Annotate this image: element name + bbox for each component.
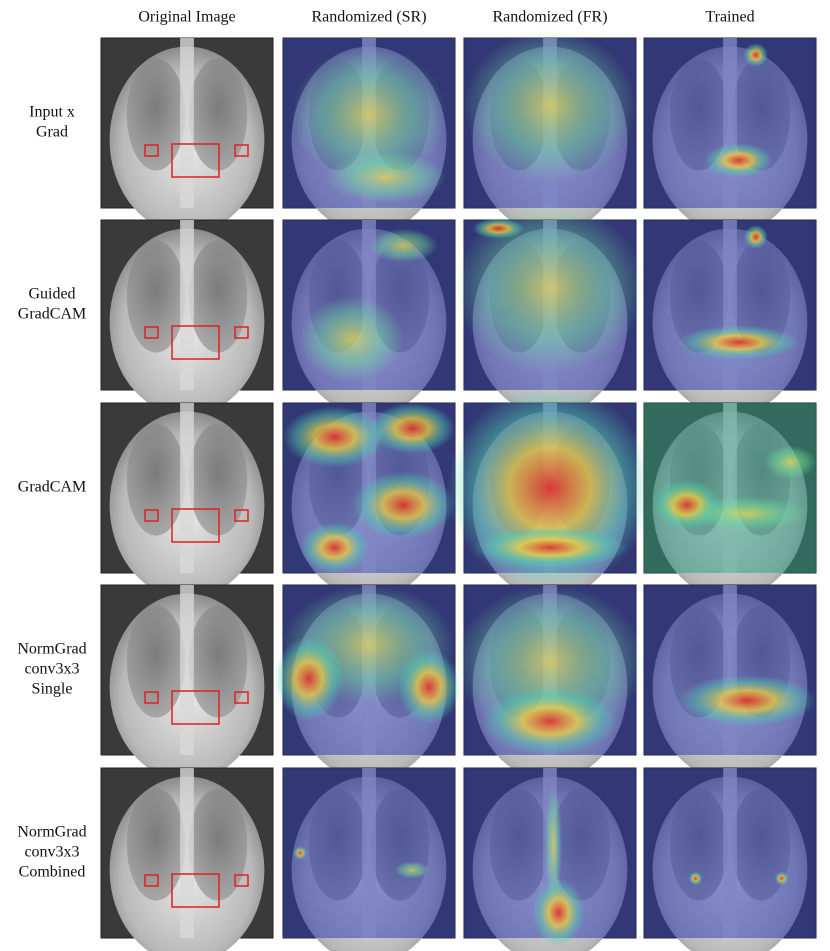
image-panel [643, 767, 817, 951]
image-panel [643, 219, 817, 416]
highlight-box [234, 509, 249, 522]
heatmap-blob [394, 861, 430, 879]
row-label: NormGrad [17, 824, 86, 841]
image-panel [100, 219, 274, 416]
column-header: Randomized (FR) [492, 9, 607, 26]
lung [126, 788, 186, 901]
spine [180, 38, 194, 208]
heatmap-blob [274, 636, 344, 721]
lung [188, 605, 248, 718]
spine [180, 403, 194, 573]
image-panel [643, 402, 817, 599]
heatmap-blob [481, 687, 619, 755]
image-panel [455, 584, 645, 781]
spine [180, 220, 194, 390]
row-label: GradCAM [18, 306, 86, 323]
highlight-box [171, 143, 220, 178]
heatmap-overlay [644, 585, 816, 755]
image-panel [282, 37, 456, 234]
highlight-box [144, 874, 159, 887]
lung [188, 423, 248, 536]
lung [126, 423, 186, 536]
image-panel [643, 584, 817, 781]
highlight-box [234, 144, 249, 157]
lung [126, 605, 186, 718]
heatmap-blob [678, 325, 799, 360]
highlight-box [144, 509, 159, 522]
heatmap-blob [293, 846, 308, 860]
heatmap-overlay [644, 38, 816, 208]
heatmap-blob [300, 296, 404, 382]
heatmap-blob [687, 496, 808, 531]
image-panel [100, 584, 274, 781]
row-label: Combined [19, 864, 86, 881]
image-panel [282, 767, 456, 951]
heatmap-overlay [644, 220, 816, 390]
highlight-box [144, 691, 159, 704]
image-panel [455, 203, 645, 416]
highlight-box [171, 325, 220, 360]
highlight-box [171, 873, 220, 908]
image-panel [463, 29, 637, 234]
heatmap-blob [704, 143, 773, 178]
heatmap-blob [351, 471, 455, 539]
heatmap-blob [326, 151, 447, 203]
heatmap-blob [472, 218, 525, 239]
column-header: Randomized (SR) [311, 9, 426, 26]
heatmap-blob [743, 43, 768, 67]
image-panel [643, 37, 817, 234]
lung [188, 58, 248, 171]
heatmap-blob [398, 649, 461, 725]
heatmap-overlay [644, 768, 816, 938]
row-label: NormGrad [17, 641, 86, 658]
row-label: conv3x3 [24, 844, 79, 861]
lung [126, 58, 186, 171]
row-label: Single [32, 681, 73, 698]
heatmap-blob [688, 871, 703, 886]
heatmap-blob [532, 878, 585, 947]
heatmap-blob [455, 203, 645, 373]
row-label: Input x [29, 104, 75, 121]
spine [180, 585, 194, 755]
column-header: Trained [705, 9, 754, 26]
heatmap-blob [544, 785, 563, 904]
heatmap-blob [369, 228, 438, 263]
image-panel [446, 386, 654, 599]
row-label: GradCAM [18, 479, 86, 496]
heatmap-blob [743, 225, 768, 249]
heatmap-blob [300, 522, 369, 573]
highlight-box [144, 144, 159, 157]
lung [188, 240, 248, 353]
heatmap-blob [764, 445, 816, 480]
image-panel [282, 402, 456, 599]
lung [126, 240, 186, 353]
column-header: Original Image [138, 9, 235, 26]
highlight-box [234, 874, 249, 887]
heatmap-blob [283, 406, 387, 468]
highlight-box [234, 326, 249, 339]
spine [180, 768, 194, 938]
image-panel [463, 767, 637, 951]
heatmap-blob [472, 527, 628, 568]
lung [188, 788, 248, 901]
heatmap-blob [369, 403, 455, 454]
row-label: conv3x3 [24, 661, 79, 678]
image-panel [100, 402, 274, 599]
row-label: Grad [36, 124, 68, 141]
image-panel [282, 219, 456, 416]
image-panel [100, 37, 274, 234]
highlight-box [144, 326, 159, 339]
image-panel [100, 767, 274, 951]
heatmap-overlay [283, 768, 455, 938]
image-panel [274, 584, 461, 781]
highlight-box [171, 508, 220, 543]
heatmap-blob [774, 871, 789, 886]
heatmap-blob [464, 29, 636, 183]
highlight-box [234, 691, 249, 704]
heatmap-blob [291, 46, 447, 183]
heatmap-blob [678, 675, 816, 727]
highlight-box [171, 690, 220, 725]
row-label: Guided [28, 286, 75, 303]
